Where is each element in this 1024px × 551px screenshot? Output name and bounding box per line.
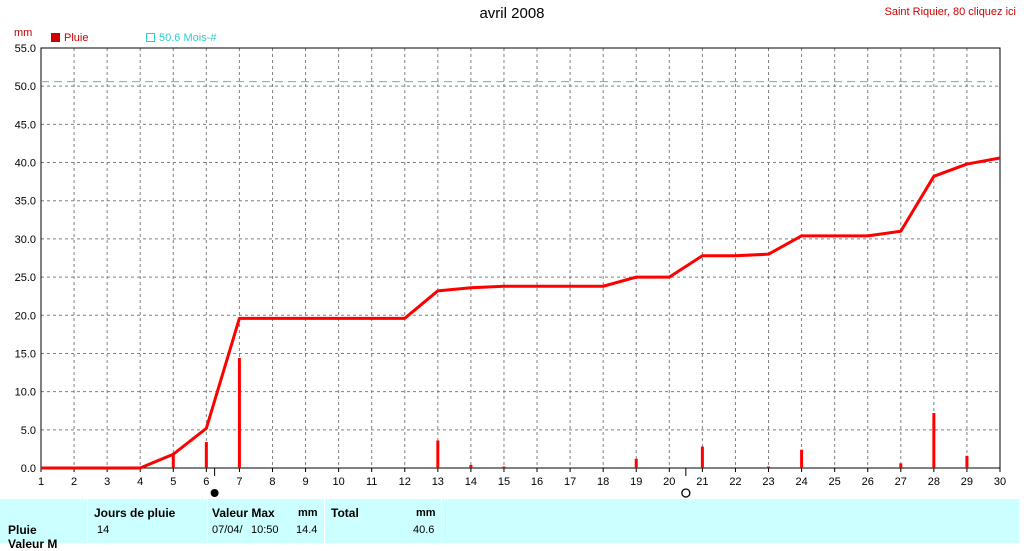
y-axis-label: mm bbox=[14, 27, 32, 39]
x-tick-label: 12 bbox=[399, 476, 411, 488]
max-time: 10:50 bbox=[251, 524, 279, 536]
rain-bar bbox=[171, 454, 175, 468]
total-header: Total bbox=[331, 506, 359, 520]
rain-bar bbox=[436, 440, 440, 468]
y-tick-label: 35.0 bbox=[15, 196, 36, 208]
y-tick-label: 40.0 bbox=[15, 158, 36, 170]
rain-bar bbox=[932, 413, 936, 468]
x-tick-label: 22 bbox=[729, 476, 741, 488]
jours-header: Jours de pluie bbox=[94, 506, 176, 520]
station-link[interactable]: Saint Riquier, 80 cliquez ici bbox=[884, 6, 1016, 18]
x-tick-label: 20 bbox=[663, 476, 675, 488]
x-tick-label: 17 bbox=[564, 476, 576, 488]
x-tick-label: 30 bbox=[994, 476, 1006, 488]
legend-label-pluie: Pluie bbox=[64, 32, 88, 44]
x-tick-label: 23 bbox=[762, 476, 774, 488]
x-tick-label: 1 bbox=[38, 476, 44, 488]
y-tick-label: 25.0 bbox=[15, 272, 36, 284]
total-value: 40.6 bbox=[413, 524, 435, 536]
x-tick-label: 14 bbox=[465, 476, 477, 488]
rain-bar bbox=[634, 458, 638, 468]
max-header: Valeur Max bbox=[212, 506, 275, 520]
x-tick-label: 4 bbox=[137, 476, 143, 488]
row-label: Pluie bbox=[8, 523, 37, 537]
jours-value: 14 bbox=[97, 524, 110, 536]
row2-label: Valeur M bbox=[8, 537, 58, 551]
x-tick-label: 2 bbox=[71, 476, 77, 488]
rain-bar bbox=[237, 358, 241, 468]
x-tick-label: 8 bbox=[269, 476, 275, 488]
x-tick-label: 3 bbox=[104, 476, 110, 488]
y-tick-label: 15.0 bbox=[15, 348, 36, 360]
x-tick-label: 19 bbox=[630, 476, 642, 488]
rain-bar bbox=[899, 463, 903, 468]
rain-bar bbox=[965, 455, 969, 468]
x-tick-label: 6 bbox=[203, 476, 209, 488]
total-unit: mm bbox=[416, 507, 436, 519]
max-value: 14.4 bbox=[296, 524, 318, 536]
y-tick-label: 50.0 bbox=[15, 81, 36, 93]
legend-swatch-pluie bbox=[51, 33, 60, 42]
x-tick-label: 5 bbox=[170, 476, 176, 488]
x-tick-label: 15 bbox=[498, 476, 510, 488]
rain-bar bbox=[204, 442, 208, 468]
table-divider bbox=[207, 499, 208, 543]
chart-title: avril 2008 bbox=[479, 5, 545, 22]
x-tick-label: 21 bbox=[696, 476, 708, 488]
y-tick-label: 20.0 bbox=[15, 310, 36, 322]
rain-bar bbox=[800, 449, 804, 468]
rain-chart: 0.0 5.0 10.0 15.0 20.0 25.0 30.0 35.0 40.0 45.0 50… bbox=[14, 27, 1006, 498]
x-tick-label: 9 bbox=[302, 476, 308, 488]
cumulative-line bbox=[41, 156, 1001, 470]
max-date: 07/04/ bbox=[212, 524, 243, 536]
x-tick-label: 16 bbox=[531, 476, 543, 488]
x-tick-label: 11 bbox=[366, 476, 377, 488]
y-tick-label: 30.0 bbox=[15, 234, 36, 246]
rain-bar bbox=[502, 466, 506, 468]
x-tick-label: 10 bbox=[332, 476, 344, 488]
rain-bar bbox=[700, 446, 704, 468]
full-moon-icon bbox=[681, 488, 691, 498]
y-tick-label: 45.0 bbox=[15, 119, 36, 131]
x-tick-label: 29 bbox=[961, 476, 973, 488]
table-divider bbox=[441, 499, 442, 543]
rain-bar bbox=[767, 466, 771, 468]
new-moon-icon bbox=[210, 489, 219, 497]
x-tick-label: 18 bbox=[597, 476, 609, 488]
x-tick-label: 26 bbox=[862, 476, 874, 488]
x-tick-label: 7 bbox=[236, 476, 242, 488]
table-divider bbox=[87, 499, 88, 543]
plot-frame bbox=[40, 47, 1001, 469]
summary-table: Jours de pluie Valeur Max mm Total mm Pl… bbox=[0, 499, 1019, 551]
max-unit: mm bbox=[298, 507, 318, 519]
y-tick-label: 5.0 bbox=[21, 425, 36, 437]
y-tick-label: 0.0 bbox=[21, 463, 36, 475]
rain-bar bbox=[469, 464, 473, 468]
legend-swatch-reference bbox=[146, 33, 155, 42]
y-tick-label: 10.0 bbox=[15, 387, 36, 399]
x-tick-label: 27 bbox=[895, 476, 907, 488]
y-tick-label: 55.0 bbox=[15, 43, 36, 55]
legend-label-reference: 50.6 Mois-# bbox=[159, 32, 217, 44]
x-tick-label: 24 bbox=[795, 476, 807, 488]
x-tick-label: 25 bbox=[829, 476, 841, 488]
x-tick-label: 28 bbox=[928, 476, 940, 488]
x-tick-label: 13 bbox=[432, 476, 444, 488]
table-divider bbox=[324, 499, 325, 543]
